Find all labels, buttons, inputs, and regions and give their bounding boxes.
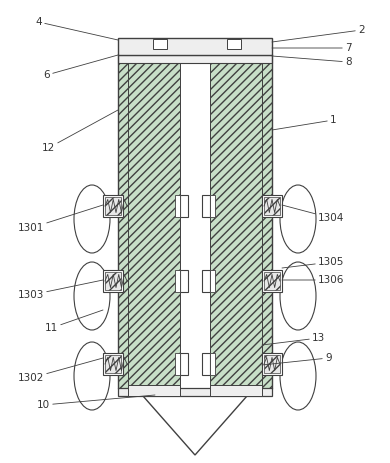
Bar <box>202 195 210 217</box>
Bar <box>202 353 210 375</box>
Bar <box>128 385 180 396</box>
Bar <box>175 353 180 375</box>
Bar <box>118 55 128 388</box>
Bar <box>262 353 282 375</box>
Bar <box>180 270 188 292</box>
Text: 1304: 1304 <box>282 205 344 223</box>
Ellipse shape <box>280 262 316 330</box>
Text: 12: 12 <box>42 110 118 153</box>
Text: 10: 10 <box>37 395 155 410</box>
Text: 7: 7 <box>272 43 352 53</box>
Bar <box>128 55 180 388</box>
Text: 1302: 1302 <box>18 358 103 383</box>
Bar <box>180 353 188 375</box>
Bar <box>103 270 123 292</box>
Bar <box>118 55 272 63</box>
Bar <box>210 385 262 396</box>
Bar <box>227 39 241 49</box>
Bar <box>262 55 272 388</box>
Text: 4: 4 <box>35 17 118 40</box>
Bar <box>103 195 123 217</box>
Bar <box>264 355 280 373</box>
Bar <box>180 55 210 388</box>
Bar <box>264 272 280 290</box>
Bar <box>262 195 282 217</box>
Bar <box>118 388 272 396</box>
Text: 9: 9 <box>262 353 332 365</box>
Ellipse shape <box>74 262 110 330</box>
Text: 6: 6 <box>43 55 118 80</box>
Ellipse shape <box>74 342 110 410</box>
Bar <box>153 39 167 49</box>
Bar <box>264 197 280 215</box>
Bar <box>103 353 123 375</box>
Ellipse shape <box>74 185 110 253</box>
Text: 1303: 1303 <box>18 280 103 300</box>
Polygon shape <box>143 396 247 455</box>
Ellipse shape <box>280 185 316 253</box>
Bar <box>180 195 188 217</box>
Bar <box>210 270 215 292</box>
Bar <box>118 38 272 55</box>
Text: 1301: 1301 <box>18 205 103 233</box>
Bar <box>175 195 180 217</box>
Text: 2: 2 <box>272 25 365 42</box>
Text: 11: 11 <box>45 310 103 333</box>
Text: 13: 13 <box>262 333 325 345</box>
Bar <box>210 55 262 388</box>
Bar <box>210 195 215 217</box>
Bar <box>210 353 215 375</box>
Text: 1306: 1306 <box>282 275 344 285</box>
Bar <box>105 355 121 373</box>
Bar <box>105 197 121 215</box>
Text: 1: 1 <box>272 115 337 130</box>
Bar <box>202 270 210 292</box>
Ellipse shape <box>280 342 316 410</box>
Text: 1305: 1305 <box>282 257 344 268</box>
Bar <box>105 272 121 290</box>
Bar <box>262 270 282 292</box>
Text: 8: 8 <box>272 56 352 67</box>
Bar <box>175 270 180 292</box>
